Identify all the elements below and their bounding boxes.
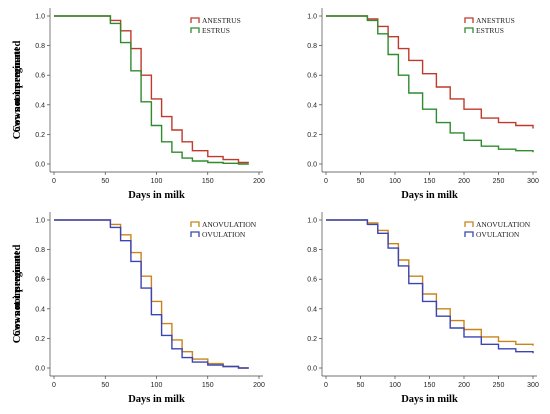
legend-swatch xyxy=(190,17,200,23)
y-tick-label: 0.4 xyxy=(307,102,317,109)
y-tick-label: 0.0 xyxy=(35,366,45,373)
legend-label: OVULATION xyxy=(476,230,520,239)
series-line-estrus xyxy=(54,15,249,165)
x-axis-title: Days in milk xyxy=(401,394,458,405)
y-tick-label: 0.6 xyxy=(307,73,317,80)
x-tick-label: 100 xyxy=(151,178,163,185)
legend-label: ANOVULATION xyxy=(476,220,531,229)
legend-swatch xyxy=(464,27,474,33)
x-tick-label: 100 xyxy=(389,382,401,389)
y-tick-label: 0.8 xyxy=(307,43,317,50)
y-tick-label: 1.0 xyxy=(35,218,45,225)
y-tick-label: 0.2 xyxy=(307,132,317,139)
x-tick-label: 0 xyxy=(324,178,328,185)
x-tick-label: 200 xyxy=(458,178,470,185)
x-tick-label: 0 xyxy=(324,382,328,389)
series-line-estrus xyxy=(326,15,534,153)
chart-panel-3: 0.0 0.2 0.4 0.6 0.8 1.0 0 50 100 150 200 Days in mi… xyxy=(12,212,265,405)
chart-panel-2: 0.0 0.2 0.4 0.6 0.8 1.0 0 50 100 150 200 250 300 Days… xyxy=(12,8,539,201)
y-tick-label: 0.6 xyxy=(35,73,45,80)
x-tick-label: 250 xyxy=(493,382,505,389)
y-tick-label: 0.0 xyxy=(307,162,317,169)
y-tick-label: 0.0 xyxy=(35,162,45,169)
y-tick-label: 0.8 xyxy=(35,43,45,50)
y-tick-label: 1.0 xyxy=(307,218,317,225)
legend-label: ANOVULATION xyxy=(202,220,257,229)
y-tick-label: 1.0 xyxy=(35,14,45,21)
y-axis-title: Cows not inseminated xyxy=(12,245,23,344)
x-tick-label: 50 xyxy=(357,178,365,185)
y-tick-label: 1.0 xyxy=(307,14,317,21)
x-tick-label: 50 xyxy=(101,178,109,185)
x-tick-label: 250 xyxy=(493,178,505,185)
x-tick-label: 200 xyxy=(253,382,265,389)
y-tick-label: 0.6 xyxy=(35,277,45,284)
legend-swatch xyxy=(190,221,200,227)
x-axis-title: Days in milk xyxy=(128,394,185,405)
y-tick-label: 0.2 xyxy=(35,336,45,343)
x-tick-label: 150 xyxy=(424,178,436,185)
legend-label: OVULATION xyxy=(202,230,246,239)
y-tick-label: 0.6 xyxy=(307,277,317,284)
legend-swatch xyxy=(464,231,474,237)
y-axis-title: Cows not pregnant xyxy=(12,251,23,336)
chart-panel-1: 0.0 0.2 0.4 0.6 0.8 1.0 0 50 100 150 200 Days in mi… xyxy=(12,8,265,201)
x-tick-label: 150 xyxy=(202,382,214,389)
x-tick-label: 0 xyxy=(52,178,56,185)
y-axis-title: Cows not inseminated xyxy=(12,41,23,140)
x-tick-label: 100 xyxy=(151,382,163,389)
x-axis-title: Days in milk xyxy=(128,190,185,201)
y-tick-label: 0.4 xyxy=(35,306,45,313)
y-tick-label: 0.2 xyxy=(307,336,317,343)
y-tick-label: 0.4 xyxy=(307,306,317,313)
x-axis-title: Days in milk xyxy=(401,190,458,201)
x-tick-label: 300 xyxy=(527,382,539,389)
series-line-anestrus xyxy=(54,15,249,164)
legend-label: ANESTRUS xyxy=(476,16,515,25)
chart-panel-4: 0.0 0.2 0.4 0.6 0.8 1.0 0 50 100 150 200 250 300 Days… xyxy=(12,212,539,405)
y-tick-label: 0.4 xyxy=(35,102,45,109)
legend-label: ANESTRUS xyxy=(202,16,241,25)
x-tick-label: 150 xyxy=(202,178,214,185)
x-tick-label: 50 xyxy=(101,382,109,389)
y-tick-label: 0.8 xyxy=(307,247,317,254)
y-axis-title: Cows not pregnant xyxy=(12,47,23,132)
legend-swatch xyxy=(190,27,200,33)
y-tick-label: 0.0 xyxy=(307,366,317,373)
x-tick-label: 300 xyxy=(527,178,539,185)
series-line-ovulation xyxy=(54,219,249,369)
legend-swatch xyxy=(464,17,474,23)
y-tick-label: 0.2 xyxy=(35,132,45,139)
legend-swatch xyxy=(464,221,474,227)
series-line-ovulation xyxy=(326,219,534,354)
legend-swatch xyxy=(190,231,200,237)
x-tick-label: 150 xyxy=(424,382,436,389)
y-tick-label: 0.8 xyxy=(35,247,45,254)
x-tick-label: 100 xyxy=(389,178,401,185)
x-tick-label: 0 xyxy=(52,382,56,389)
x-tick-label: 200 xyxy=(253,178,265,185)
legend-label: ESTRUS xyxy=(202,26,230,35)
x-tick-label: 50 xyxy=(357,382,365,389)
x-tick-label: 200 xyxy=(458,382,470,389)
legend-label: ESTRUS xyxy=(476,26,504,35)
